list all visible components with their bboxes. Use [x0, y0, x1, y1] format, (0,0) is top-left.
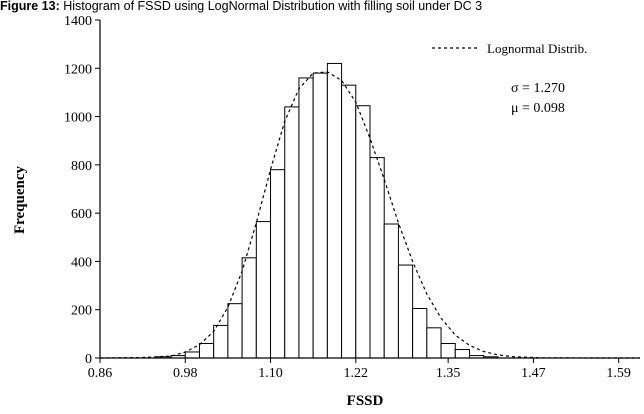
- x-tick-label-0: 0.86: [88, 366, 113, 381]
- histogram-bar-13: [341, 84, 357, 359]
- histogram-bar-8: [270, 169, 286, 359]
- histogram-bar-19: [426, 327, 442, 359]
- y-tick-label-4: 800: [71, 159, 92, 174]
- histogram-bar-3: [198, 343, 215, 359]
- figure-caption: Figure 13: Histogram of FSSD using LogNo…: [0, 0, 644, 14]
- histogram-bar-11: [312, 72, 328, 359]
- histogram-bar-5: [227, 303, 243, 359]
- y-tick-label-6: 1200: [64, 62, 92, 77]
- figure-caption-text: Histogram of FSSD using LogNormal Distri…: [59, 0, 483, 13]
- y-tick-label-2: 400: [71, 255, 92, 270]
- chart-legend: Lognormal Distrib.: [432, 41, 587, 56]
- x-axis-label: FSSD: [347, 393, 384, 409]
- x-tick-label-3: 1.22: [344, 366, 369, 381]
- histogram-bar-15: [369, 157, 385, 359]
- histogram-bar-4: [213, 324, 229, 359]
- histogram-bars: [156, 62, 499, 359]
- histogram-bar-16: [383, 223, 399, 359]
- histogram-bar-7: [255, 221, 272, 359]
- y-axis-label: Frequency: [12, 165, 28, 234]
- y-axis-ticks: 0 200 400 600 800 1000 1200 1400: [64, 14, 100, 367]
- y-tick-label-7: 1400: [64, 14, 92, 29]
- annotation-mu: μ = 0.098: [511, 101, 565, 116]
- x-axis-ticks: 0.86 0.98 1.10 1.22 1.35 1.47 1.59: [88, 358, 631, 381]
- histogram-bar-21: [454, 349, 470, 359]
- histogram-bar-20: [440, 343, 456, 359]
- x-tick-label-6: 1.59: [606, 366, 631, 381]
- histogram-bar-9: [284, 106, 300, 359]
- y-tick-label-0: 0: [85, 352, 92, 367]
- x-tick-label-4: 1.35: [436, 366, 461, 381]
- histogram-bar-14: [355, 105, 371, 359]
- histogram-bar-18: [412, 308, 428, 359]
- x-tick-label-5: 1.47: [521, 366, 546, 381]
- histogram-bar-12: [326, 62, 343, 359]
- x-tick-label-1: 0.98: [173, 366, 198, 381]
- histogram-bar-2: [184, 351, 200, 359]
- y-tick-label-5: 1000: [64, 111, 92, 126]
- annotation-sigma: σ = 1.270: [511, 81, 565, 96]
- histogram-bar-10: [298, 77, 314, 359]
- legend-entry-lognormal: Lognormal Distrib.: [487, 41, 587, 56]
- y-tick-label-1: 200: [71, 304, 92, 319]
- histogram-bar-6: [241, 257, 257, 359]
- lognormal-fit-curve: [99, 71, 640, 359]
- y-tick-label-3: 600: [71, 207, 92, 222]
- x-tick-label-2: 1.10: [258, 366, 283, 381]
- histogram-bar-17: [397, 264, 414, 359]
- figure-caption-label: Figure 13:: [0, 0, 60, 13]
